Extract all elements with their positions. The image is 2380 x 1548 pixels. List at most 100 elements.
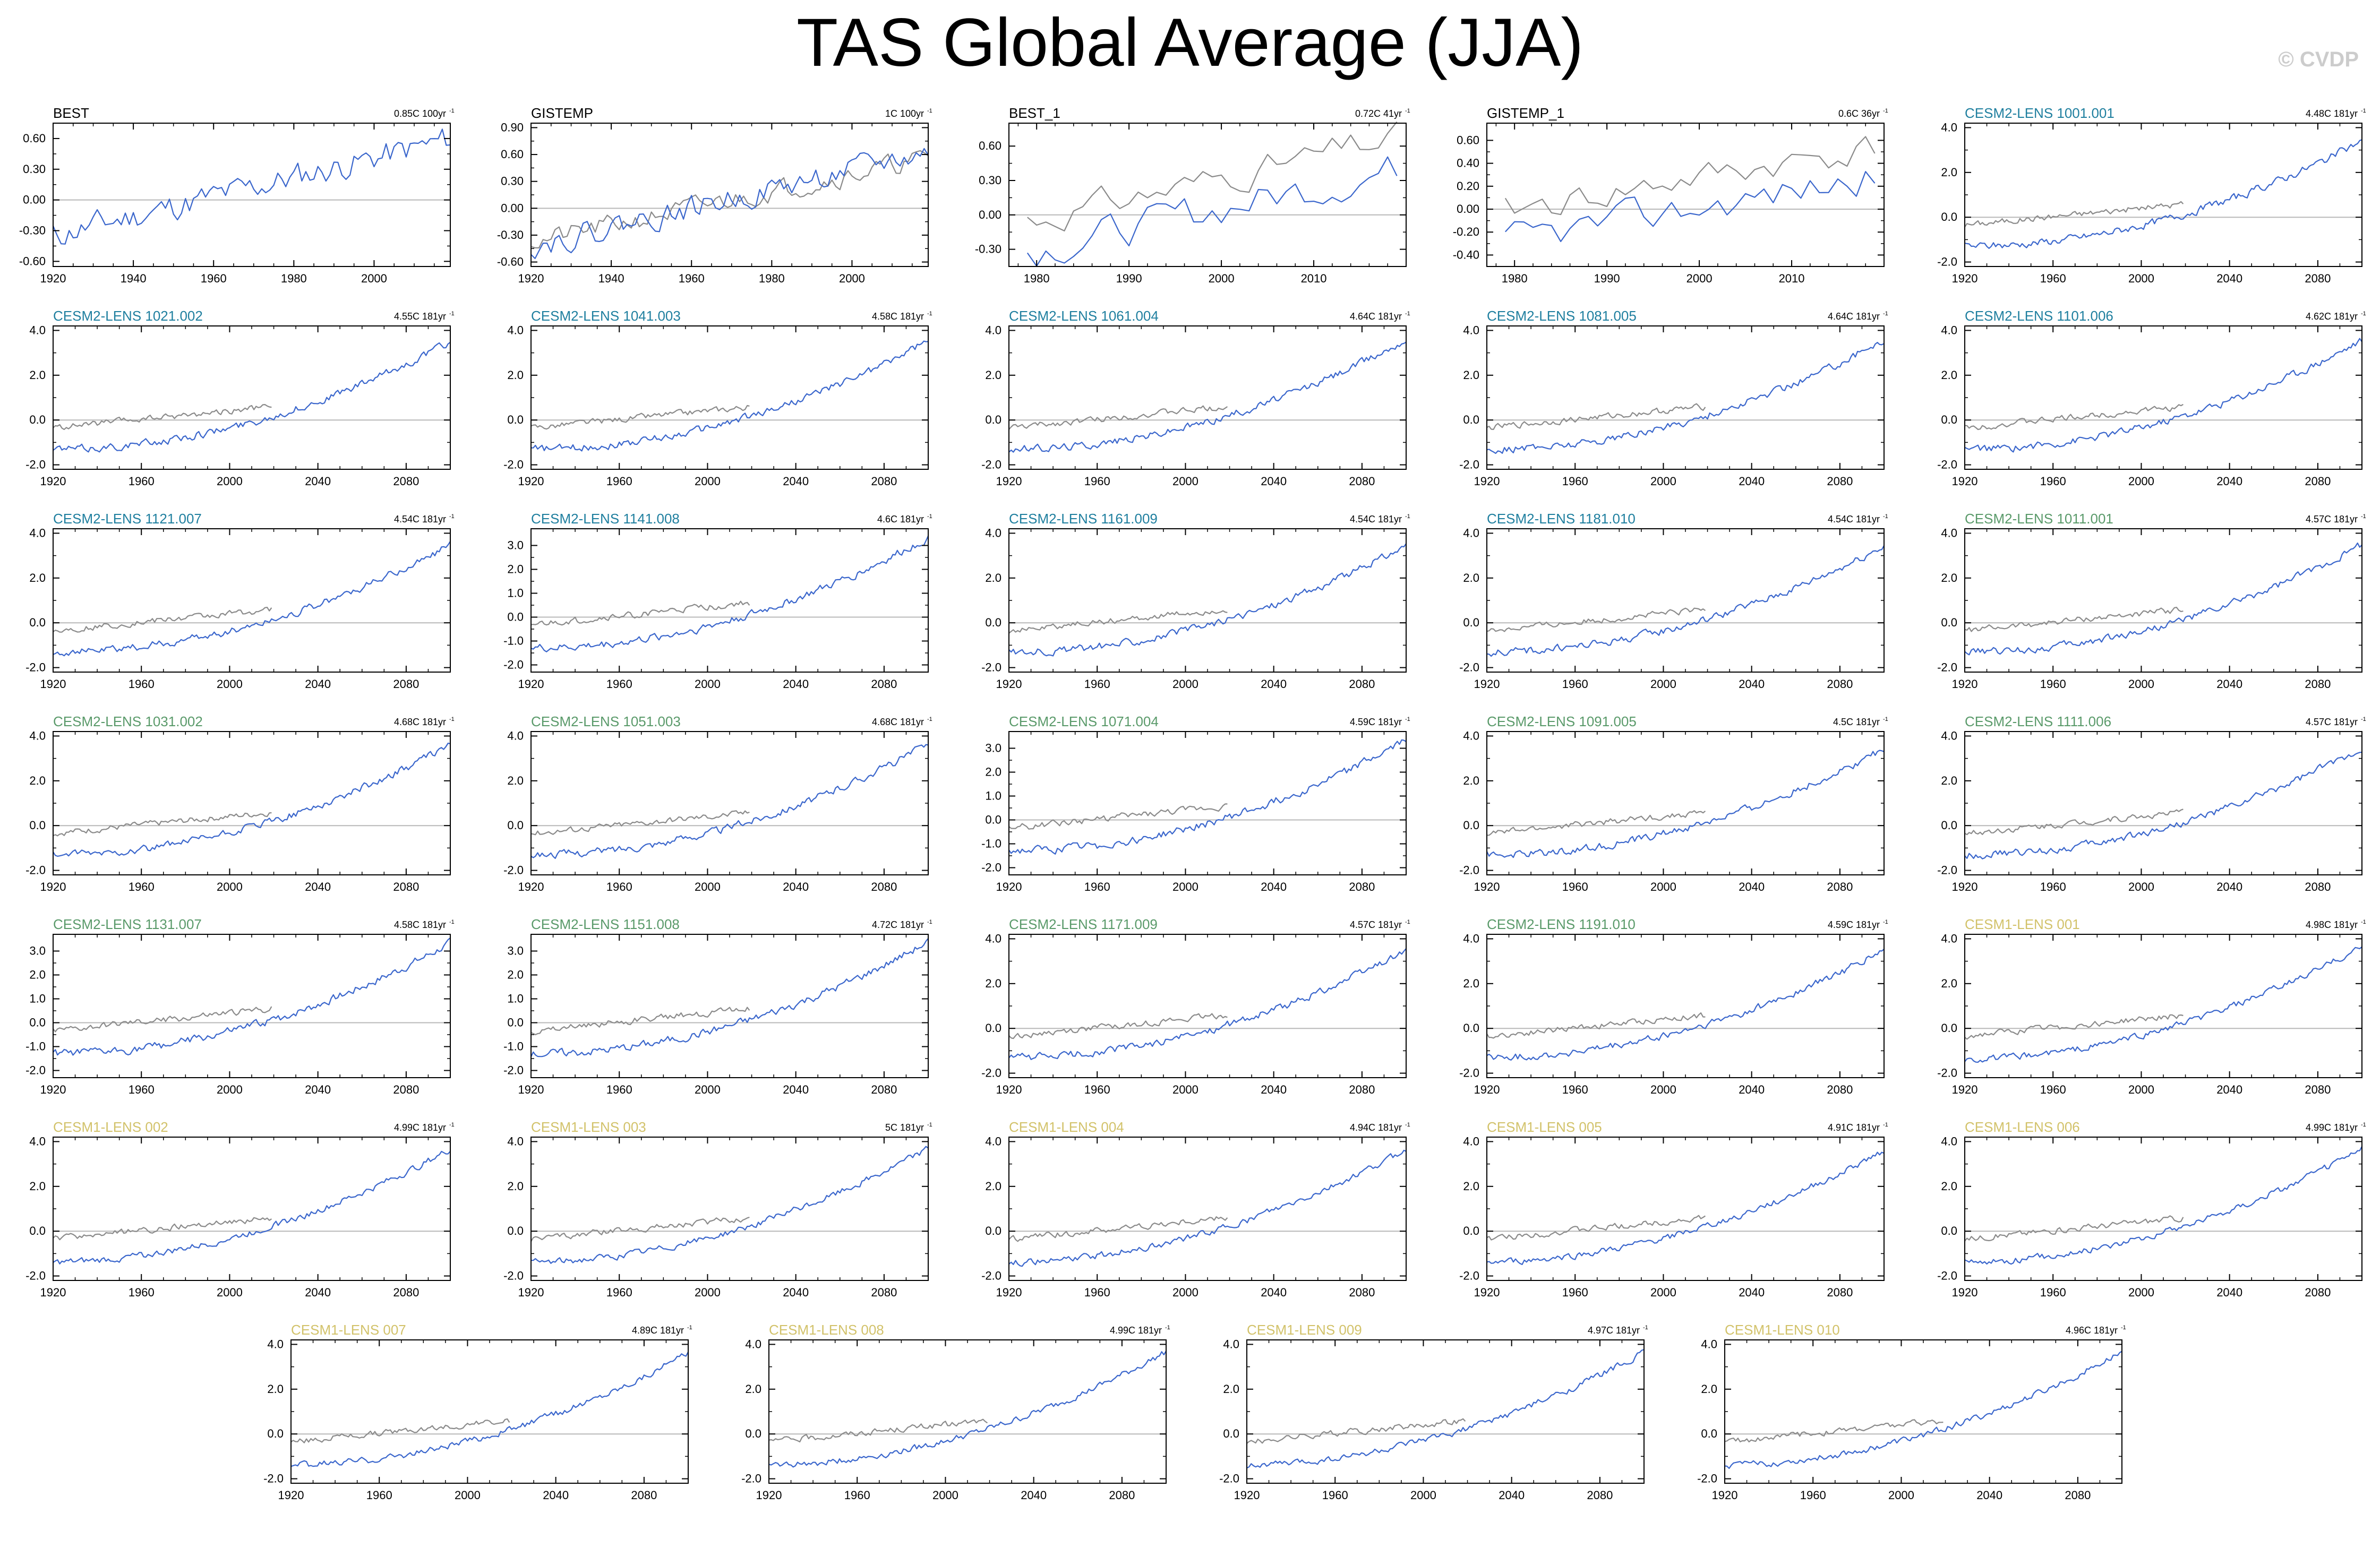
plot-frame [1246,1339,1645,1484]
x-tick-label: 2000 [695,1286,721,1299]
plot-frame [1486,123,1885,267]
obs-series-line [1964,403,2184,431]
x-tick-label: 2040 [1739,1286,1765,1299]
x-tick-label: 1960 [129,1286,155,1299]
panel-title: CESM2-LENS 1011.001 [1965,511,2113,527]
page-title: TAS Global Average (JJA) [796,5,1584,81]
y-tick-label: 0.0 [507,413,524,426]
y-tick-label: -1.0 [25,1040,46,1053]
x-tick-label: 2000 [361,272,387,285]
y-tick-label: -1.0 [981,837,1001,850]
trend-superscript: -1 [449,311,455,317]
panel-title: CESM1-LENS 009 [1247,1322,1362,1338]
model-series-line [290,1352,689,1467]
y-tick-label: 0.0 [1701,1427,1717,1440]
x-tick-label: 2080 [393,1083,419,1096]
panel-title: BEST_1 [1009,105,1060,121]
plot-frame [1964,934,2362,1078]
x-tick-label: 2000 [2128,880,2154,893]
trend-superscript: -1 [1643,1325,1648,1331]
x-tick-label: 1920 [40,1083,66,1096]
chart-panel-c007: CESM1-LENS 007 4.89C 181yr -1 1920 1960 2000 2… [263,1322,692,1502]
x-tick-label: 1960 [1562,677,1588,691]
y-tick-label: -2.0 [1937,1067,1957,1080]
model-series-line [530,744,929,859]
x-tick-label: 2080 [2305,880,2331,893]
trend-label: 4.58C 181yr [394,919,446,930]
x-tick-label: 2040 [1739,1083,1765,1096]
x-tick-label: 2080 [871,880,897,893]
x-tick-label: 1960 [679,272,705,285]
panel-title: CESM2-LENS 1121.007 [53,511,202,527]
obs-series-line [1964,201,2184,228]
x-tick-label: 1960 [606,1286,632,1299]
obs-series-line [530,1007,750,1036]
y-tick-label: 4.0 [507,729,524,742]
y-tick-label: 0.00 [979,208,1001,221]
x-tick-label: 2000 [2128,475,2154,488]
trend-label: 4.99C 181yr [1110,1325,1162,1336]
x-tick-label: 2080 [1827,1286,1853,1299]
y-tick-label: -2.0 [503,1269,524,1283]
y-tick-label: 0.0 [1463,616,1479,629]
y-tick-label: 0.0 [29,413,46,426]
x-tick-label: 2080 [871,1286,897,1299]
chart-panel-m1131: CESM2-LENS 1131.007 4.58C 181yr -1 1920 1960… [25,916,455,1096]
model-series-line [53,742,451,857]
y-tick-label: 0.0 [1941,1224,1957,1237]
y-tick-label: 4.0 [29,729,46,742]
x-tick-label: 2080 [2305,1286,2331,1299]
model-series-line [53,341,451,453]
y-tick-label: -2.0 [1459,458,1479,471]
trend-superscript: -1 [1405,919,1410,925]
panel-title: CESM2-LENS 1101.006 [1965,308,2113,324]
chart-panel-m1051: CESM2-LENS 1051.003 4.68C 181yr -1 1920 1960… [503,713,932,893]
y-tick-label: 3.0 [507,944,524,958]
x-tick-label: 2040 [783,880,809,893]
trend-label: 4.57C 181yr [2306,717,2358,727]
trend-superscript: -1 [449,919,455,925]
trend-label: 4.62C 181yr [2306,311,2358,322]
x-tick-label: 2040 [1976,1489,2002,1502]
x-tick-label: 2000 [217,1083,243,1096]
trend-superscript: -1 [449,716,455,723]
trend-label: 4.55C 181yr [394,311,446,322]
x-tick-label: 1960 [844,1489,870,1502]
y-tick-label: -2.0 [1697,1472,1717,1485]
y-tick-label: 2.0 [745,1382,761,1396]
x-tick-label: 1960 [1562,475,1588,488]
trend-superscript: -1 [2361,919,2366,925]
model-series-line [53,1150,451,1265]
y-tick-label: 0.0 [29,1016,46,1029]
model-series-line [530,148,929,260]
y-tick-label: 0.90 [501,121,524,134]
model-series-line [1964,751,2362,859]
x-tick-label: 2080 [1109,1489,1135,1502]
panel-title: CESM2-LENS 1021.002 [53,308,203,324]
x-tick-label: 1920 [40,677,66,691]
x-tick-label: 2080 [1587,1489,1613,1502]
x-tick-label: 1960 [1562,1286,1588,1299]
x-tick-label: 1920 [518,272,544,285]
x-tick-label: 1920 [518,475,544,488]
y-tick-label: 2.0 [1941,166,1957,179]
y-tick-label: 1.0 [29,992,46,1005]
x-tick-label: 1960 [2040,1286,2066,1299]
trend-superscript: -1 [927,311,932,317]
x-tick-label: 1920 [40,475,66,488]
y-tick-label: -2.0 [1937,458,1957,471]
x-tick-label: 2080 [1827,677,1853,691]
model-series-line [1964,1146,2362,1265]
y-tick-label: 2.0 [1223,1382,1239,1396]
trend-label: 4.64C 181yr [1828,311,1880,322]
y-tick-label: -2.0 [981,1067,1001,1080]
x-tick-label: 2000 [695,677,721,691]
model-series-line [530,938,929,1057]
chart-panel-m1071: CESM2-LENS 1071.004 4.59C 181yr -1 1920 1960… [981,713,1410,893]
x-tick-label: 2000 [1888,1489,1914,1502]
x-tick-label: 1920 [518,880,544,893]
plot-frame [1486,731,1885,875]
x-tick-label: 2010 [1779,272,1805,285]
y-tick-label: 4.0 [1463,932,1479,945]
y-tick-label: -2.0 [503,458,524,471]
